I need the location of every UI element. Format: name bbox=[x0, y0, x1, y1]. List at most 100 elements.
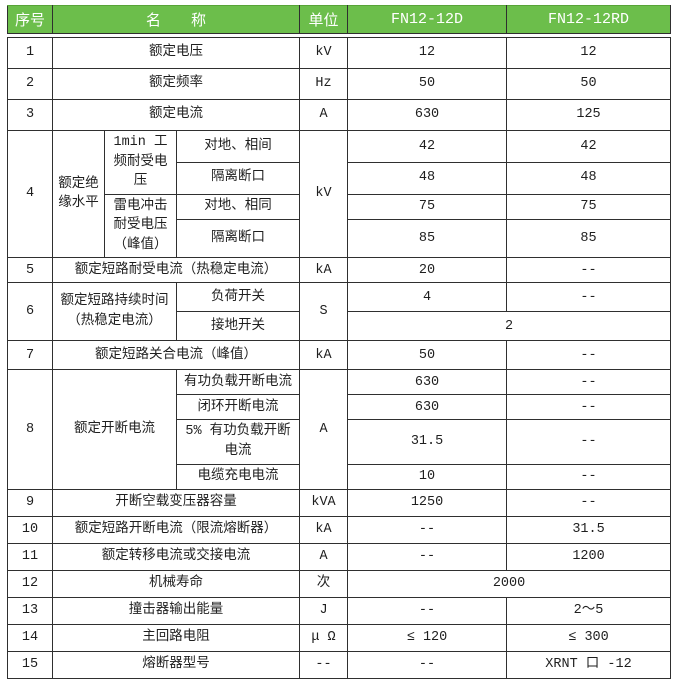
sub-label-cell: 隔离断口 bbox=[175, 219, 301, 259]
value-d-cell: ≤ 120 bbox=[347, 623, 508, 652]
table-row: 隔离断口 48 48 bbox=[8, 161, 672, 195]
table-row: 7 额定短路关合电流（峰值） kA 50 -- bbox=[7, 340, 672, 371]
merged-value-cell: 2 bbox=[347, 311, 672, 342]
value-rd-cell: 12 bbox=[506, 37, 672, 69]
value-rd-cell: -- bbox=[506, 340, 672, 371]
value-rd-cell: -- bbox=[506, 369, 672, 396]
value-d-cell: -- bbox=[347, 650, 508, 679]
serial-cell: 3 bbox=[7, 99, 53, 131]
unit-cell: kV bbox=[299, 129, 349, 259]
name-cell: 额定短路关合电流（峰值） bbox=[51, 340, 301, 371]
unit-cell: 次 bbox=[299, 569, 349, 598]
value-d-cell: 42 bbox=[347, 130, 508, 163]
value-d-cell: 12 bbox=[347, 37, 508, 69]
value-rd-cell: XRNT 口 -12 bbox=[506, 650, 672, 679]
table-row: 9 开断空载变压器容量 kVA 1250 -- bbox=[7, 488, 672, 517]
table-row: 5% 有功负载开断电流 31.5 -- bbox=[8, 419, 672, 465]
serial-cell: 11 bbox=[7, 542, 53, 571]
name-cell: 额定短路开断电流（限流熔断器） bbox=[51, 515, 301, 544]
sub-label-cell: 对地、相同 bbox=[175, 193, 301, 221]
value-d-cell: 630 bbox=[347, 99, 508, 131]
value-rd-cell: -- bbox=[506, 419, 672, 465]
serial-cell: 13 bbox=[7, 596, 53, 625]
value-rd-cell: 75 bbox=[506, 193, 672, 221]
serial-cell: 12 bbox=[7, 569, 53, 598]
value-rd-cell: -- bbox=[506, 394, 672, 421]
name-cell: 撞击器输出能量 bbox=[51, 596, 301, 625]
sub-label-cell: 电缆充电电流 bbox=[175, 463, 301, 490]
value-rd-cell: ≤ 300 bbox=[506, 623, 672, 652]
name-cell: 开断空载变压器容量 bbox=[51, 488, 301, 517]
value-d-cell: -- bbox=[347, 542, 508, 571]
unit-cell: kVA bbox=[299, 488, 349, 517]
value-d-cell: 75 bbox=[347, 193, 508, 221]
value-d-cell: 48 bbox=[347, 161, 508, 195]
name-cell: 额定短路持续时间（热稳定电流） bbox=[52, 282, 177, 342]
unit-cell: kA bbox=[299, 257, 349, 284]
table-row: 4 额定绝缘水平 1min 工频耐受电压 对地、相间 kV 42 42 bbox=[7, 129, 672, 259]
serial-cell: 1 bbox=[7, 37, 53, 69]
value-rd-cell: -- bbox=[506, 282, 672, 313]
unit-cell: kA bbox=[299, 340, 349, 371]
serial-cell: 6 bbox=[7, 282, 53, 342]
header-cell-model-rd: FN12-12RD bbox=[506, 5, 672, 34]
merged-value-cell: 2000 bbox=[347, 569, 672, 598]
serial-cell: 10 bbox=[7, 515, 53, 544]
serial-cell: 8 bbox=[7, 369, 53, 490]
sub-label-cell: 隔离断口 bbox=[175, 161, 301, 195]
sub-label-cell: 负荷开关 bbox=[175, 282, 301, 313]
name-cell: 额定短路耐受电流（热稳定电流） bbox=[51, 257, 301, 284]
value-rd-cell: 42 bbox=[506, 130, 672, 163]
unit-cell: kV bbox=[299, 37, 349, 69]
unit-cell: S bbox=[299, 282, 349, 342]
name-cell: 主回路电阻 bbox=[51, 623, 301, 652]
sub-label-cell: 闭环开断电流 bbox=[175, 394, 301, 421]
value-rd-cell: 48 bbox=[506, 161, 672, 195]
table-row: 闭环开断电流 630 -- bbox=[8, 394, 672, 421]
unit-cell: A bbox=[299, 369, 349, 490]
table-row: 电缆充电电流 10 -- bbox=[8, 463, 672, 490]
value-rd-cell: 85 bbox=[506, 219, 672, 259]
name-cell: 额定开断电流 bbox=[52, 369, 177, 490]
value-d-cell: 10 bbox=[347, 463, 508, 490]
value-d-cell: 31.5 bbox=[347, 419, 508, 465]
value-rd-cell: 31.5 bbox=[506, 515, 672, 544]
group-label-cell: 1min 工频耐受电压 bbox=[104, 130, 177, 195]
value-rd-cell: -- bbox=[506, 463, 672, 490]
name-cell: 额定绝缘水平 bbox=[52, 129, 105, 259]
value-d-cell: 85 bbox=[347, 219, 508, 259]
serial-cell: 4 bbox=[7, 129, 53, 259]
value-rd-cell: -- bbox=[506, 488, 672, 517]
name-cell: 额定电压 bbox=[51, 37, 301, 69]
unit-cell: -- bbox=[299, 650, 349, 679]
name-cell: 额定电流 bbox=[51, 99, 301, 131]
unit-cell: μ Ω bbox=[299, 623, 349, 652]
name-cell: 熔断器型号 bbox=[51, 650, 301, 679]
unit-cell: kA bbox=[299, 515, 349, 544]
name-cell: 额定转移电流或交接电流 bbox=[51, 542, 301, 571]
spec-table-header: 序号 名 称 单位 FN12-12D FN12-12RD bbox=[7, 5, 672, 34]
group-label-cell: 雷电冲击耐受电压（峰值） bbox=[104, 193, 177, 259]
value-d-cell: 4 bbox=[347, 282, 508, 313]
value-d-cell: 630 bbox=[347, 369, 508, 396]
header-cell-name: 名 称 bbox=[51, 5, 301, 34]
spec-table-body: 1 额定电压 kV 12 12 2 额定频率 Hz 50 50 3 额定电流 A… bbox=[7, 37, 672, 679]
value-rd-cell: 1200 bbox=[506, 542, 672, 571]
serial-cell: 7 bbox=[7, 340, 53, 371]
unit-cell: J bbox=[299, 596, 349, 625]
serial-cell: 15 bbox=[7, 650, 53, 679]
header-cell-model-d: FN12-12D bbox=[347, 5, 508, 34]
unit-cell: A bbox=[299, 542, 349, 571]
value-d-cell: 50 bbox=[347, 340, 508, 371]
name-cell: 额定频率 bbox=[51, 68, 301, 100]
value-d-cell: -- bbox=[347, 515, 508, 544]
serial-cell: 2 bbox=[7, 68, 53, 100]
serial-cell: 14 bbox=[7, 623, 53, 652]
sub-label-cell: 5% 有功负载开断电流 bbox=[175, 419, 301, 465]
value-d-cell: 630 bbox=[347, 394, 508, 421]
header-cell-unit: 单位 bbox=[299, 5, 349, 34]
serial-cell: 5 bbox=[7, 257, 53, 284]
value-d-cell: 20 bbox=[347, 257, 508, 284]
table-row: 15 熔断器型号 -- -- XRNT 口 -12 bbox=[7, 650, 672, 679]
value-d-cell: -- bbox=[347, 596, 508, 625]
